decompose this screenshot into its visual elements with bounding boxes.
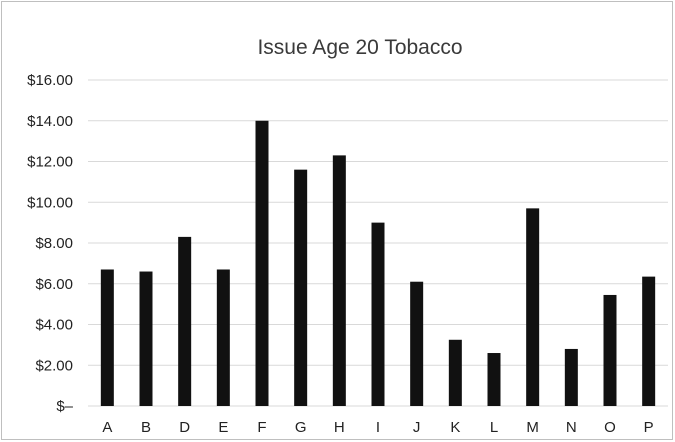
x-tick-label: F bbox=[257, 419, 266, 436]
x-tick-label: M bbox=[526, 419, 539, 436]
y-tick-label: $– bbox=[56, 398, 73, 415]
bars bbox=[100, 120, 656, 406]
bar-f bbox=[255, 120, 269, 406]
x-tick-label: D bbox=[179, 419, 190, 436]
y-tick-label: $8.00 bbox=[35, 235, 73, 252]
bar-b bbox=[139, 271, 153, 406]
y-tick-label: $4.00 bbox=[35, 317, 73, 334]
x-tick-label: E bbox=[218, 419, 228, 436]
y-tick-label: $12.00 bbox=[27, 154, 73, 171]
y-tick-label: $16.00 bbox=[27, 72, 73, 89]
x-tick-label: O bbox=[604, 419, 616, 436]
x-tick-label: B bbox=[141, 419, 151, 436]
y-tick-label: $6.00 bbox=[35, 276, 73, 293]
bar-k bbox=[448, 339, 462, 406]
x-tick-label: N bbox=[566, 419, 577, 436]
x-tick-label: K bbox=[450, 419, 460, 436]
x-tick-label: P bbox=[644, 419, 654, 436]
bar-l bbox=[487, 353, 501, 406]
y-tick-label: $2.00 bbox=[35, 357, 73, 374]
x-tick-label: I bbox=[376, 419, 380, 436]
bar-i bbox=[371, 222, 385, 406]
bar-m bbox=[526, 208, 540, 406]
y-axis-ticks: $16.00 $14.00 $12.00 $10.00 $8.00 $6.00 $4.00 $… bbox=[27, 72, 74, 415]
y-tick-label: $14.00 bbox=[27, 113, 73, 130]
x-tick-label: L bbox=[490, 419, 498, 436]
x-tick-label: H bbox=[334, 419, 345, 436]
bar-j bbox=[410, 281, 424, 406]
x-tick-label: J bbox=[413, 419, 421, 436]
bar-g bbox=[294, 169, 308, 406]
bar-a bbox=[100, 269, 114, 406]
bar-h bbox=[332, 155, 346, 406]
x-tick-label: G bbox=[295, 419, 307, 436]
x-tick-label: A bbox=[102, 419, 112, 436]
bar-n bbox=[564, 348, 578, 406]
bar-p bbox=[642, 276, 656, 406]
bar-e bbox=[216, 269, 230, 406]
bar-o bbox=[603, 294, 617, 406]
chart-title: Issue Age 20 Tobacco bbox=[257, 36, 462, 59]
bar-d bbox=[178, 236, 192, 406]
y-tick-label: $10.00 bbox=[27, 194, 73, 211]
